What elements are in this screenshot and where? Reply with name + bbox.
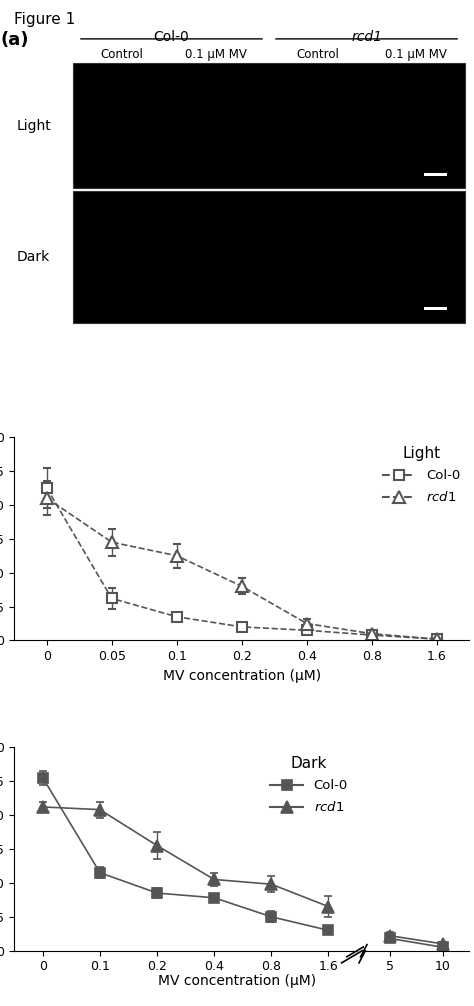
Text: (a): (a)	[0, 31, 29, 49]
X-axis label: MV concentration (μM): MV concentration (μM)	[163, 669, 321, 683]
Text: Dark: Dark	[17, 250, 50, 264]
FancyBboxPatch shape	[73, 63, 465, 188]
FancyBboxPatch shape	[424, 172, 447, 176]
Text: 0.1 μM MV: 0.1 μM MV	[385, 48, 447, 61]
Text: Col-0: Col-0	[153, 30, 189, 43]
Text: Control: Control	[297, 48, 339, 61]
Text: rcd1: rcd1	[351, 30, 383, 43]
Legend: Col-0, $rcd1$: Col-0, $rcd1$	[377, 441, 465, 509]
Text: Light: Light	[17, 119, 51, 133]
Legend: Col-0, $rcd1$: Col-0, $rcd1$	[265, 751, 353, 820]
FancyBboxPatch shape	[73, 191, 465, 323]
Text: 0.1 μM MV: 0.1 μM MV	[185, 48, 247, 61]
Text: Control: Control	[101, 48, 144, 61]
FancyBboxPatch shape	[424, 307, 447, 311]
Text: Figure 1: Figure 1	[14, 12, 75, 27]
Text: MV concentration (μM): MV concentration (μM)	[158, 974, 316, 988]
